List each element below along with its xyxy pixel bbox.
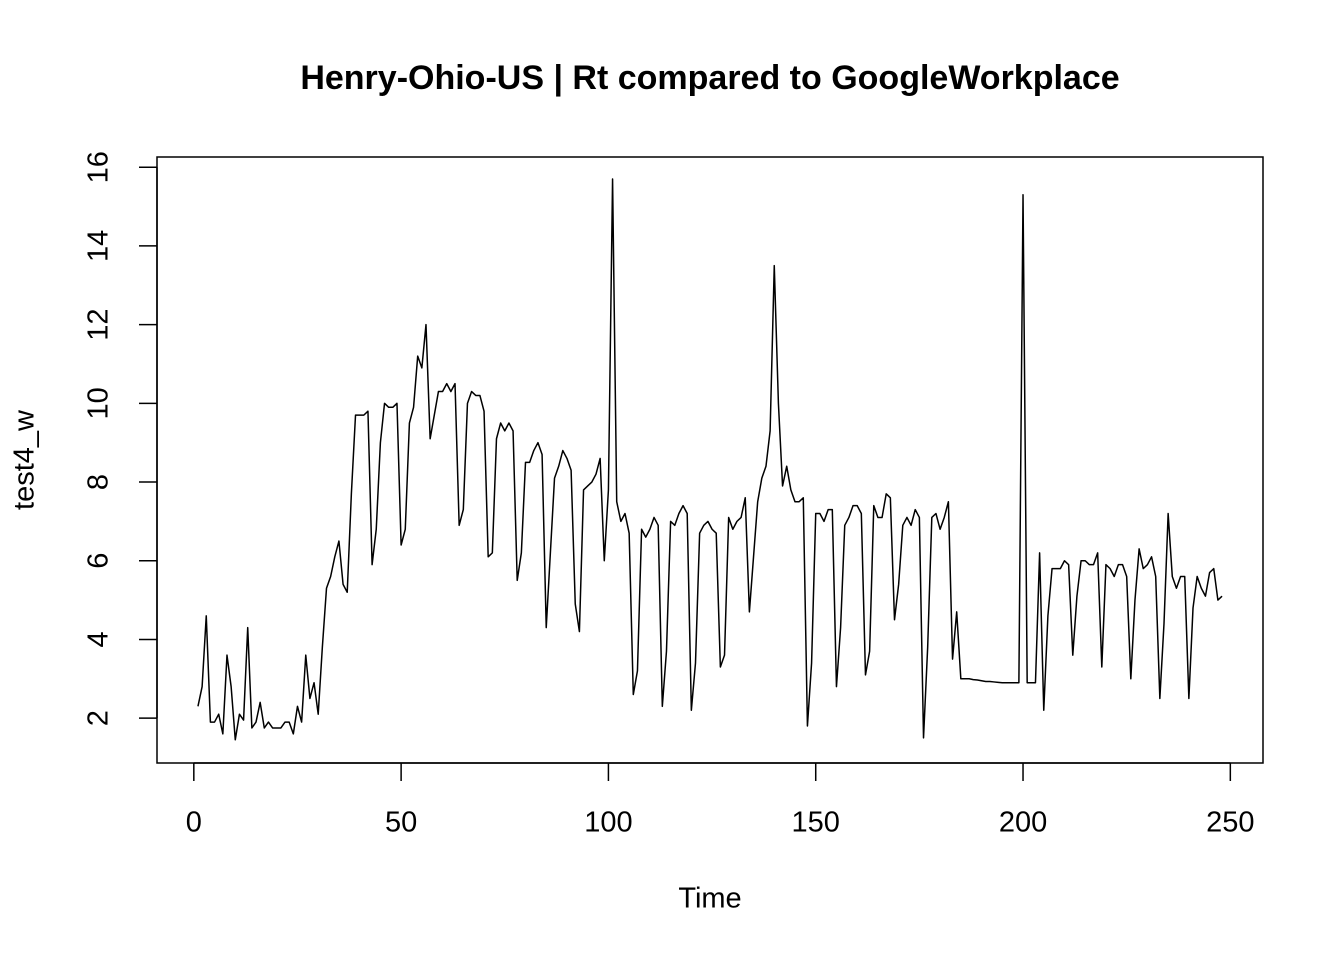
x-tick-label: 50 [385, 807, 417, 839]
y-tick-label: 8 [83, 474, 115, 490]
y-tick-label: 16 [83, 151, 115, 183]
y-axis-label: test4_w [9, 409, 41, 510]
y-tick-label: 6 [83, 553, 115, 569]
x-tick-label: 250 [1206, 807, 1254, 839]
x-tick-label: 150 [792, 807, 840, 839]
y-tick-label: 12 [83, 309, 115, 341]
y-tick-label: 14 [83, 230, 115, 262]
y-tick-label: 2 [83, 710, 115, 726]
plot-box [156, 156, 1264, 764]
data-line [197, 178, 1223, 741]
chart-title: Henry-Ohio-US | Rt compared to GoogleWor… [300, 59, 1119, 97]
x-tick-label: 200 [999, 807, 1047, 839]
y-tick-label: 10 [83, 387, 115, 419]
x-tick-label: 0 [186, 807, 202, 839]
x-axis-label: Time [678, 883, 741, 915]
y-tick-label: 4 [83, 631, 115, 647]
x-tick-label: 100 [584, 807, 632, 839]
